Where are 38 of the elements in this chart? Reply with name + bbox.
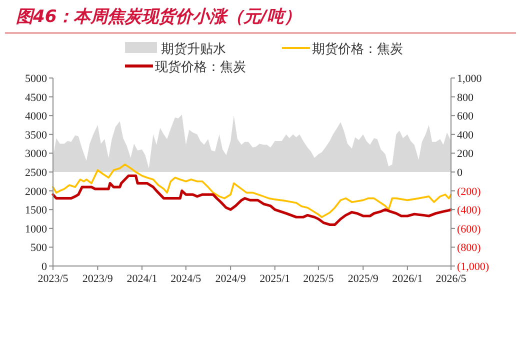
y-tick-label: 2000 <box>25 186 48 198</box>
y2-tick-label: 1,000 <box>457 73 482 85</box>
legend-label: 期货升贴水 <box>161 42 226 57</box>
y2-tick-label: (200) <box>457 186 482 198</box>
x-tick-label: 2026/1 <box>392 273 423 285</box>
y2-tick-label: 0 <box>457 167 463 179</box>
y-tick-label: 500 <box>30 242 48 254</box>
x-tick-label: 2025/5 <box>303 273 334 285</box>
y2-tick-label: (800) <box>457 242 482 254</box>
x-tick-label: 2025/1 <box>260 273 290 285</box>
y-tick-label: 2500 <box>25 167 48 179</box>
chart-title: 图46：本周焦炭现货价小涨（元/吨） <box>16 7 301 27</box>
x-tick-label: 2024/1 <box>126 273 158 285</box>
y2-tick-label: 800 <box>457 92 474 104</box>
x-tick-label: 2024/5 <box>170 273 202 285</box>
x-tick-label: 2023/9 <box>82 273 114 285</box>
x-tick-label: 2024/9 <box>215 273 246 285</box>
y2-tick-label: 400 <box>457 129 474 142</box>
y-tick-label: 1500 <box>25 204 48 217</box>
line-series <box>52 164 452 218</box>
line-series <box>52 174 452 226</box>
y-tick-label: 4500 <box>25 92 48 104</box>
x-tick-label: 2026/5 <box>436 273 467 285</box>
legend-label: 期货价格：焦炭 <box>312 42 403 57</box>
y-tick-label: 5000 <box>25 73 48 85</box>
legend-label: 现货价格：焦炭 <box>155 60 246 75</box>
y-tick-label: 1000 <box>25 223 48 236</box>
y2-tick-label: 600 <box>457 110 474 123</box>
y2-tick-label: (1,000) <box>457 261 490 273</box>
y-tick-label: 4000 <box>25 110 48 123</box>
y-tick-label: 3500 <box>25 129 48 142</box>
y-tick-label: 0 <box>42 261 48 273</box>
x-tick-label: 2023/5 <box>38 273 69 285</box>
y2-tick-label: (400) <box>457 204 482 217</box>
x-tick-label: 2025/9 <box>348 273 379 285</box>
y2-tick-label: 200 <box>457 148 474 160</box>
y-tick-label: 3000 <box>25 148 48 160</box>
y2-tick-label: (600) <box>457 223 482 236</box>
